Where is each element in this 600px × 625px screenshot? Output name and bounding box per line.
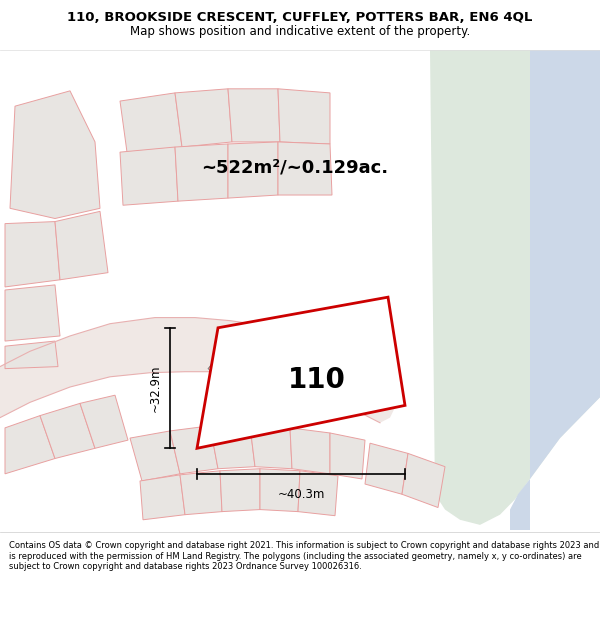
Text: Brookside Crescent: Brookside Crescent xyxy=(205,362,291,432)
Polygon shape xyxy=(5,222,60,287)
Polygon shape xyxy=(510,50,600,530)
Text: ~40.3m: ~40.3m xyxy=(277,488,325,501)
Polygon shape xyxy=(5,341,58,369)
Text: ~32.9m: ~32.9m xyxy=(149,364,162,412)
Text: 110, BROOKSIDE CRESCENT, CUFFLEY, POTTERS BAR, EN6 4QL: 110, BROOKSIDE CRESCENT, CUFFLEY, POTTER… xyxy=(67,11,533,24)
Text: Map shows position and indicative extent of the property.: Map shows position and indicative extent… xyxy=(130,24,470,38)
Polygon shape xyxy=(260,469,300,512)
Polygon shape xyxy=(210,426,255,469)
Polygon shape xyxy=(220,469,260,512)
Polygon shape xyxy=(197,297,405,448)
Polygon shape xyxy=(120,93,182,152)
Polygon shape xyxy=(330,433,365,479)
Polygon shape xyxy=(55,211,108,280)
Text: ~522m²/~0.129ac.: ~522m²/~0.129ac. xyxy=(202,159,389,176)
Polygon shape xyxy=(402,453,445,508)
Polygon shape xyxy=(5,416,55,474)
Polygon shape xyxy=(250,426,292,469)
Polygon shape xyxy=(298,471,338,516)
Polygon shape xyxy=(278,89,330,144)
Polygon shape xyxy=(228,142,278,198)
Polygon shape xyxy=(40,403,95,459)
Polygon shape xyxy=(120,147,178,205)
Polygon shape xyxy=(175,144,228,201)
Polygon shape xyxy=(130,431,180,481)
Polygon shape xyxy=(170,426,218,474)
Polygon shape xyxy=(278,142,332,195)
Polygon shape xyxy=(365,443,408,494)
Polygon shape xyxy=(10,91,100,219)
Polygon shape xyxy=(80,395,128,448)
Polygon shape xyxy=(228,89,280,142)
Polygon shape xyxy=(0,318,395,422)
Text: Contains OS data © Crown copyright and database right 2021. This information is : Contains OS data © Crown copyright and d… xyxy=(9,541,599,571)
Polygon shape xyxy=(430,50,600,525)
Text: 110: 110 xyxy=(288,366,346,394)
Polygon shape xyxy=(290,428,330,474)
Polygon shape xyxy=(140,475,185,520)
Polygon shape xyxy=(175,89,232,147)
Polygon shape xyxy=(5,285,60,341)
Polygon shape xyxy=(180,471,222,514)
